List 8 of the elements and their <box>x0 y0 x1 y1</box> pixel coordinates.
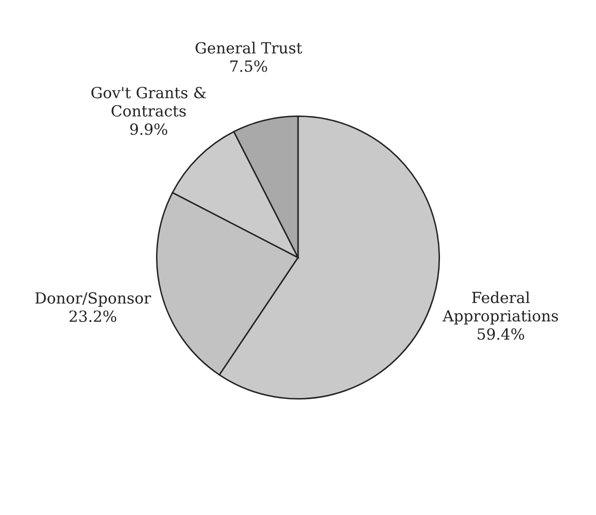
slice-label: General Trust <box>196 42 302 54</box>
data-label: 59.4% <box>478 328 524 340</box>
data-label: 7.5% <box>230 60 268 72</box>
data-label: 23.2% <box>70 310 116 322</box>
slice-label: Federal Appropriations <box>442 291 558 325</box>
slice-label: Gov't Grants & Contracts <box>91 86 206 117</box>
data-label: 9.9% <box>130 123 168 135</box>
slice-label: Donor/Sponsor <box>35 292 152 307</box>
